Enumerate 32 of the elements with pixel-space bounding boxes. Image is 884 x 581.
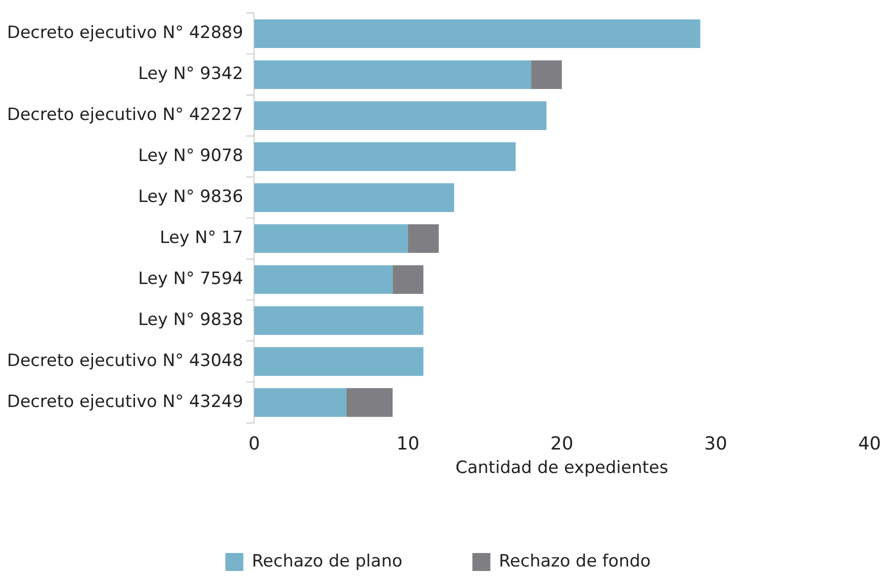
y-tick-label: Decreto ejecutivo N° 42889 — [6, 23, 244, 44]
y-tick-label: Ley N° 9838 — [138, 310, 244, 330]
y-tick-label: Ley N° 9342 — [138, 64, 244, 84]
y-tick-label: Ley N° 17 — [160, 228, 244, 248]
bar — [254, 224, 408, 253]
y-tick-label: Decreto ejecutivo N° 43249 — [6, 392, 244, 412]
bar — [254, 388, 346, 417]
x-tick-label: 10 — [396, 433, 420, 454]
bar — [531, 60, 562, 90]
bar — [254, 265, 393, 294]
bar — [254, 306, 424, 335]
y-tick-label: Decreto ejecutivo N° 43048 — [6, 350, 244, 371]
bar — [392, 265, 424, 294]
bar — [254, 101, 546, 130]
bar — [254, 19, 700, 48]
x-tick-label: 0 — [248, 433, 260, 454]
x-tick-label: 20 — [550, 433, 574, 454]
x-axis-title: Cantidad de expedientes — [455, 458, 668, 478]
bar — [254, 347, 424, 376]
bar — [254, 142, 516, 171]
bar — [254, 60, 532, 90]
y-tick-label: Decreto ejecutivo N° 42227 — [6, 105, 244, 126]
y-tick-label: Ley N° 9078 — [138, 146, 244, 166]
y-tick-label: Ley N° 9836 — [138, 187, 244, 208]
legend-label: Rechazo de fondo — [498, 551, 651, 572]
x-tick-label: 30 — [704, 433, 728, 454]
bar — [254, 183, 454, 212]
bar — [408, 224, 439, 253]
bar — [346, 388, 393, 417]
x-tick-label: 40 — [858, 433, 881, 454]
y-tick-label: Ley N° 7594 — [138, 268, 244, 289]
legend-label: Rechazo de plano — [252, 551, 402, 572]
